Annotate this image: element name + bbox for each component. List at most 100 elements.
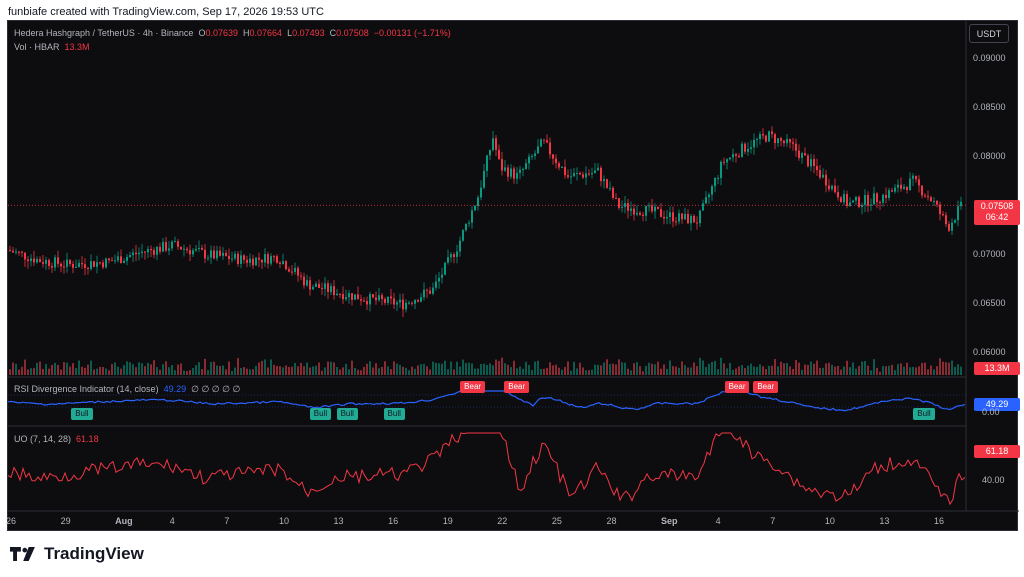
chart-frame[interactable]: Hedera Hashgraph / TetherUS · 4h · Binan…: [6, 20, 1020, 532]
candle-body: [363, 300, 365, 302]
volume-bar: [855, 368, 857, 375]
candle-body: [318, 283, 320, 288]
candle-body: [429, 290, 431, 294]
volume-bar: [462, 359, 464, 375]
time-axis-label: 16: [388, 516, 399, 526]
volume-bar: [123, 365, 125, 375]
candle-body: [381, 295, 383, 300]
candle-body: [96, 262, 98, 267]
volume-label[interactable]: Vol · HBAR: [14, 42, 60, 52]
candle-body: [582, 174, 584, 178]
volume-bar: [84, 367, 86, 375]
volume-bar: [147, 362, 149, 375]
candle-body: [369, 294, 371, 305]
volume-bar: [510, 367, 512, 375]
volume-bar: [939, 358, 941, 375]
candle-body: [204, 249, 206, 259]
volume-bar: [183, 370, 185, 375]
volume-bar: [768, 365, 770, 375]
tradingview-footer: TradingView: [10, 544, 144, 564]
candle-body: [426, 289, 428, 291]
candle-body: [438, 277, 440, 282]
time-axis-label: 4: [169, 516, 175, 526]
candle-body: [288, 269, 290, 272]
candle-body: [453, 254, 455, 257]
volume-bar: [804, 364, 806, 375]
volume-bar: [633, 363, 635, 375]
candle-body: [450, 254, 452, 258]
candle-body: [33, 258, 35, 263]
chart-caption: funbiafe created with TradingView.com, S…: [8, 6, 324, 18]
candle-body: [714, 178, 716, 187]
volume-bar: [78, 360, 80, 375]
volume-bar: [282, 367, 284, 375]
symbol-name[interactable]: Hedera Hashgraph / TetherUS · 4h · Binan…: [14, 28, 194, 38]
candle-body: [510, 168, 512, 177]
rsi-signal-bear: Bear: [724, 381, 750, 393]
price-axis-label: 0.08000: [973, 151, 1006, 161]
volume-bar: [801, 369, 803, 375]
volume-bar: [111, 364, 113, 375]
volume-bar: [915, 367, 917, 375]
candle-body: [798, 150, 800, 158]
currency-button[interactable]: USDT: [969, 24, 1009, 43]
volume-bar: [156, 367, 158, 375]
candle-body: [489, 150, 491, 156]
volume-bar: [318, 362, 320, 375]
volume-bar: [129, 362, 131, 375]
candle-body: [417, 300, 419, 302]
candle-body: [432, 287, 434, 294]
volume-bar: [330, 361, 332, 375]
volume-bar: [75, 368, 77, 375]
candle-body: [411, 302, 413, 304]
candle-body: [270, 256, 272, 264]
volume-bar: [555, 364, 557, 375]
candle-body: [831, 185, 833, 190]
volume-bar: [309, 367, 311, 375]
candle-body: [777, 138, 779, 144]
time-axis-label: 16: [934, 516, 945, 526]
volume-bar: [465, 363, 467, 375]
candle-body: [921, 185, 923, 196]
volume-bar: [384, 361, 386, 375]
candle-body: [27, 259, 29, 262]
candle-body: [861, 204, 863, 208]
volume-bar: [72, 363, 74, 375]
volume-value: 13.3M: [64, 42, 90, 52]
chart-canvas[interactable]: [8, 21, 1019, 532]
rsi-signal-bull: Bull: [71, 408, 93, 420]
volume-bar: [942, 361, 944, 375]
candle-body: [9, 250, 11, 252]
candle-body: [78, 262, 80, 267]
volume-bar: [597, 364, 599, 375]
volume-bar: [711, 361, 713, 375]
candle-body: [885, 194, 887, 199]
candle-body: [960, 201, 962, 207]
volume-bar: [789, 366, 791, 375]
rsi-axis-label: 0.00: [982, 407, 1000, 417]
volume-bar: [126, 361, 128, 375]
volume-bar: [777, 366, 779, 375]
time-axis-label: 19: [442, 516, 453, 526]
volume-bar: [957, 364, 959, 375]
volume-bar: [567, 361, 569, 375]
candle-body: [651, 205, 653, 212]
volume-bar: [549, 362, 551, 375]
candle-body: [609, 187, 611, 189]
candle-body: [24, 252, 26, 260]
candle-body: [633, 208, 635, 215]
rsi-label[interactable]: RSI Divergence Indicator (14, close): [14, 384, 159, 394]
candle-body: [495, 138, 497, 150]
volume-bar: [684, 365, 686, 375]
uo-label[interactable]: UO (7, 14, 28): [14, 434, 72, 444]
candle-body: [516, 172, 518, 179]
candle-body: [903, 186, 905, 189]
volume-bar: [360, 370, 362, 375]
candle-body: [360, 299, 362, 301]
volume-bar: [387, 366, 389, 375]
volume-bar: [552, 365, 554, 375]
volume-bar: [726, 368, 728, 375]
candle-body: [957, 206, 959, 221]
candle-body: [558, 163, 560, 168]
candle-body: [90, 261, 92, 269]
